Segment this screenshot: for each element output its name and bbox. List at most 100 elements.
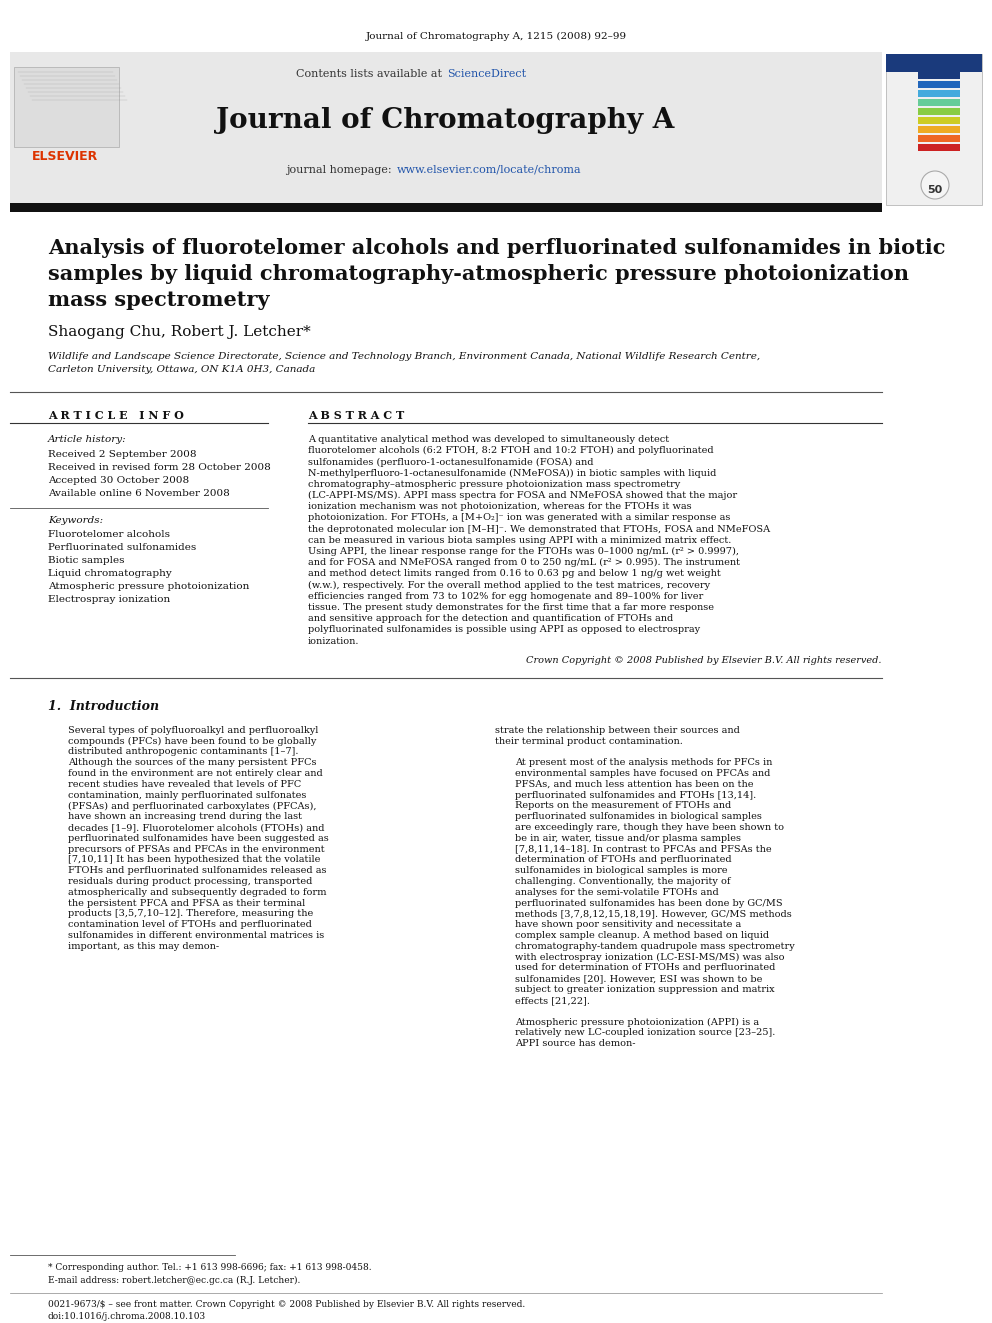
Text: samples by liquid chromatography-atmospheric pressure photoionization: samples by liquid chromatography-atmosph… bbox=[48, 265, 909, 284]
Text: APPI source has demon-: APPI source has demon- bbox=[515, 1039, 636, 1048]
Text: ScienceDirect: ScienceDirect bbox=[447, 69, 526, 79]
Text: Available online 6 November 2008: Available online 6 November 2008 bbox=[48, 490, 230, 497]
FancyBboxPatch shape bbox=[918, 116, 960, 124]
Text: environmental samples have focused on PFCAs and: environmental samples have focused on PF… bbox=[515, 769, 771, 778]
Text: perfluorinated sulfonamides in biological samples: perfluorinated sulfonamides in biologica… bbox=[515, 812, 762, 822]
Text: their terminal product contamination.: their terminal product contamination. bbox=[495, 737, 682, 746]
Text: Accepted 30 October 2008: Accepted 30 October 2008 bbox=[48, 476, 189, 486]
Text: (w.w.), respectively. For the overall method applied to the test matrices, recov: (w.w.), respectively. For the overall me… bbox=[308, 581, 710, 590]
FancyBboxPatch shape bbox=[918, 99, 960, 106]
Text: Wildlife and Landscape Science Directorate, Science and Technology Branch, Envir: Wildlife and Landscape Science Directora… bbox=[48, 352, 760, 361]
Text: distributed anthropogenic contaminants [1–7].: distributed anthropogenic contaminants [… bbox=[68, 747, 299, 757]
FancyBboxPatch shape bbox=[10, 52, 882, 206]
Text: sulfonamides (perfluoro-1-octanesulfonamide (FOSA) and: sulfonamides (perfluoro-1-octanesulfonam… bbox=[308, 458, 593, 467]
Text: ELSEVIER: ELSEVIER bbox=[32, 151, 98, 164]
Text: methods [3,7,8,12,15,18,19]. However, GC/MS methods: methods [3,7,8,12,15,18,19]. However, GC… bbox=[515, 909, 792, 918]
Text: Article history:: Article history: bbox=[48, 435, 127, 445]
FancyBboxPatch shape bbox=[918, 108, 960, 115]
Text: Atmospheric pressure photoionization: Atmospheric pressure photoionization bbox=[48, 582, 249, 591]
Text: sulfonamides in biological samples is more: sulfonamides in biological samples is mo… bbox=[515, 867, 727, 876]
Text: Fluorotelomer alcohols: Fluorotelomer alcohols bbox=[48, 531, 170, 538]
FancyBboxPatch shape bbox=[14, 67, 119, 147]
Text: Carleton University, Ottawa, ON K1A 0H3, Canada: Carleton University, Ottawa, ON K1A 0H3,… bbox=[48, 365, 315, 374]
Text: N-methylperfluoro-1-octanesulfonamide (NMeFOSA)) in biotic samples with liquid: N-methylperfluoro-1-octanesulfonamide (N… bbox=[308, 468, 716, 478]
Text: [7,10,11] It has been hypothesized that the volatile: [7,10,11] It has been hypothesized that … bbox=[68, 856, 320, 864]
Text: recent studies have revealed that levels of PFC: recent studies have revealed that levels… bbox=[68, 779, 302, 789]
Text: have shown poor sensitivity and necessitate a: have shown poor sensitivity and necessit… bbox=[515, 921, 741, 929]
Text: Contents lists available at: Contents lists available at bbox=[296, 69, 445, 79]
Circle shape bbox=[921, 171, 949, 198]
Text: sulfonamides [20]. However, ESI was shown to be: sulfonamides [20]. However, ESI was show… bbox=[515, 974, 763, 983]
Text: and method detect limits ranged from 0.16 to 0.63 pg and below 1 ng/g wet weight: and method detect limits ranged from 0.1… bbox=[308, 569, 721, 578]
Text: 50: 50 bbox=[928, 185, 942, 194]
Text: ionization mechanism was not photoionization, whereas for the FTOHs it was: ionization mechanism was not photoioniza… bbox=[308, 503, 691, 511]
FancyBboxPatch shape bbox=[886, 54, 982, 205]
Text: www.elsevier.com/locate/chroma: www.elsevier.com/locate/chroma bbox=[397, 165, 581, 175]
Text: Received 2 September 2008: Received 2 September 2008 bbox=[48, 450, 196, 459]
Text: the deprotonated molecular ion [M–H]⁻. We demonstrated that FTOHs, FOSA and NMeF: the deprotonated molecular ion [M–H]⁻. W… bbox=[308, 525, 770, 533]
Text: the persistent PFCA and PFSA as their terminal: the persistent PFCA and PFSA as their te… bbox=[68, 898, 306, 908]
Text: At present most of the analysis methods for PFCs in: At present most of the analysis methods … bbox=[515, 758, 773, 767]
Text: can be measured in various biota samples using APPI with a minimized matrix effe: can be measured in various biota samples… bbox=[308, 536, 731, 545]
Text: Electrospray ionization: Electrospray ionization bbox=[48, 595, 171, 605]
Text: Atmospheric pressure photoionization (APPI) is a: Atmospheric pressure photoionization (AP… bbox=[515, 1017, 759, 1027]
Text: subject to greater ionization suppression and matrix: subject to greater ionization suppressio… bbox=[515, 986, 775, 994]
Text: polyfluorinated sulfonamides is possible using APPI as opposed to electrospray: polyfluorinated sulfonamides is possible… bbox=[308, 626, 700, 635]
Text: perfluorinated sulfonamides and FTOHs [13,14].: perfluorinated sulfonamides and FTOHs [1… bbox=[515, 791, 756, 799]
Text: compounds (PFCs) have been found to be globally: compounds (PFCs) have been found to be g… bbox=[68, 737, 316, 746]
Text: 0021-9673/$ – see front matter. Crown Copyright © 2008 Published by Elsevier B.V: 0021-9673/$ – see front matter. Crown Co… bbox=[48, 1301, 525, 1308]
Text: Analysis of fluorotelomer alcohols and perfluorinated sulfonamides in biotic: Analysis of fluorotelomer alcohols and p… bbox=[48, 238, 945, 258]
Text: E-mail address: robert.letcher@ec.gc.ca (R.J. Letcher).: E-mail address: robert.letcher@ec.gc.ca … bbox=[48, 1275, 301, 1285]
Text: found in the environment are not entirely clear and: found in the environment are not entirel… bbox=[68, 769, 322, 778]
Text: (PFSAs) and perfluorinated carboxylates (PFCAs),: (PFSAs) and perfluorinated carboxylates … bbox=[68, 802, 316, 811]
Text: journal homepage:: journal homepage: bbox=[286, 165, 395, 175]
FancyBboxPatch shape bbox=[918, 71, 960, 79]
Text: 1.  Introduction: 1. Introduction bbox=[48, 700, 159, 713]
Text: perfluorinated sulfonamides have been suggested as: perfluorinated sulfonamides have been su… bbox=[68, 833, 328, 843]
FancyBboxPatch shape bbox=[918, 81, 960, 89]
Text: ionization.: ionization. bbox=[308, 636, 359, 646]
Text: challenging. Conventionally, the majority of: challenging. Conventionally, the majorit… bbox=[515, 877, 730, 886]
Text: [7,8,11,14–18]. In contrast to PFCAs and PFSAs the: [7,8,11,14–18]. In contrast to PFCAs and… bbox=[515, 844, 772, 853]
Text: precursors of PFSAs and PFCAs in the environment: precursors of PFSAs and PFCAs in the env… bbox=[68, 844, 324, 853]
Text: contamination level of FTOHs and perfluorinated: contamination level of FTOHs and perfluo… bbox=[68, 921, 311, 929]
FancyBboxPatch shape bbox=[918, 64, 960, 70]
Text: with electrospray ionization (LC-ESI-MS/MS) was also: with electrospray ionization (LC-ESI-MS/… bbox=[515, 953, 785, 962]
Text: (LC-APPI-MS/MS). APPI mass spectra for FOSA and NMeFOSA showed that the major: (LC-APPI-MS/MS). APPI mass spectra for F… bbox=[308, 491, 737, 500]
Text: products [3,5,7,10–12]. Therefore, measuring the: products [3,5,7,10–12]. Therefore, measu… bbox=[68, 909, 313, 918]
Text: important, as this may demon-: important, as this may demon- bbox=[68, 942, 219, 951]
Text: are exceedingly rare, though they have been shown to: are exceedingly rare, though they have b… bbox=[515, 823, 784, 832]
Text: Using APPI, the linear response range for the FTOHs was 0–1000 ng/mL (r² > 0.999: Using APPI, the linear response range fo… bbox=[308, 546, 739, 556]
Text: fluorotelomer alcohols (6:2 FTOH, 8:2 FTOH and 10:2 FTOH) and polyfluorinated: fluorotelomer alcohols (6:2 FTOH, 8:2 FT… bbox=[308, 446, 713, 455]
Text: Crown Copyright © 2008 Published by Elsevier B.V. All rights reserved.: Crown Copyright © 2008 Published by Else… bbox=[527, 656, 882, 664]
Text: strate the relationship between their sources and: strate the relationship between their so… bbox=[495, 726, 740, 734]
Text: analyses for the semi-volatile FTOHs and: analyses for the semi-volatile FTOHs and bbox=[515, 888, 719, 897]
Text: A quantitative analytical method was developed to simultaneously detect: A quantitative analytical method was dev… bbox=[308, 435, 670, 445]
FancyBboxPatch shape bbox=[918, 135, 960, 142]
Text: have shown an increasing trend during the last: have shown an increasing trend during th… bbox=[68, 812, 302, 822]
Text: A R T I C L E   I N F O: A R T I C L E I N F O bbox=[48, 410, 184, 421]
FancyBboxPatch shape bbox=[10, 202, 882, 212]
Text: mass spectrometry: mass spectrometry bbox=[48, 290, 270, 310]
Text: sulfonamides in different environmental matrices is: sulfonamides in different environmental … bbox=[68, 931, 324, 941]
Text: photoionization. For FTOHs, a [M+O₂]⁻ ion was generated with a similar response : photoionization. For FTOHs, a [M+O₂]⁻ io… bbox=[308, 513, 730, 523]
Text: and for FOSA and NMeFOSA ranged from 0 to 250 ng/mL (r² > 0.995). The instrument: and for FOSA and NMeFOSA ranged from 0 t… bbox=[308, 558, 740, 568]
Text: * Corresponding author. Tel.: +1 613 998-6696; fax: +1 613 998-0458.: * Corresponding author. Tel.: +1 613 998… bbox=[48, 1263, 372, 1271]
Text: perfluorinated sulfonamides has been done by GC/MS: perfluorinated sulfonamides has been don… bbox=[515, 898, 783, 908]
Text: Journal of Chromatography A, 1215 (2008) 92–99: Journal of Chromatography A, 1215 (2008)… bbox=[365, 32, 627, 41]
FancyBboxPatch shape bbox=[918, 144, 960, 151]
Text: Biotic samples: Biotic samples bbox=[48, 556, 125, 565]
Text: FTOHs and perfluorinated sulfonamides released as: FTOHs and perfluorinated sulfonamides re… bbox=[68, 867, 326, 876]
Text: and sensitive approach for the detection and quantification of FTOHs and: and sensitive approach for the detection… bbox=[308, 614, 674, 623]
Text: A B S T R A C T: A B S T R A C T bbox=[308, 410, 405, 421]
Text: Shaogang Chu, Robert J. Letcher*: Shaogang Chu, Robert J. Letcher* bbox=[48, 325, 310, 339]
Text: Journal of Chromatography A: Journal of Chromatography A bbox=[216, 106, 675, 134]
Text: doi:10.1016/j.chroma.2008.10.103: doi:10.1016/j.chroma.2008.10.103 bbox=[48, 1312, 206, 1320]
Text: Received in revised form 28 October 2008: Received in revised form 28 October 2008 bbox=[48, 463, 271, 472]
Text: chromatography-tandem quadrupole mass spectrometry: chromatography-tandem quadrupole mass sp… bbox=[515, 942, 795, 951]
FancyBboxPatch shape bbox=[918, 126, 960, 134]
FancyBboxPatch shape bbox=[886, 54, 982, 71]
Text: Perfluorinated sulfonamides: Perfluorinated sulfonamides bbox=[48, 542, 196, 552]
Text: be in air, water, tissue and/or plasma samples: be in air, water, tissue and/or plasma s… bbox=[515, 833, 741, 843]
Text: complex sample cleanup. A method based on liquid: complex sample cleanup. A method based o… bbox=[515, 931, 769, 941]
